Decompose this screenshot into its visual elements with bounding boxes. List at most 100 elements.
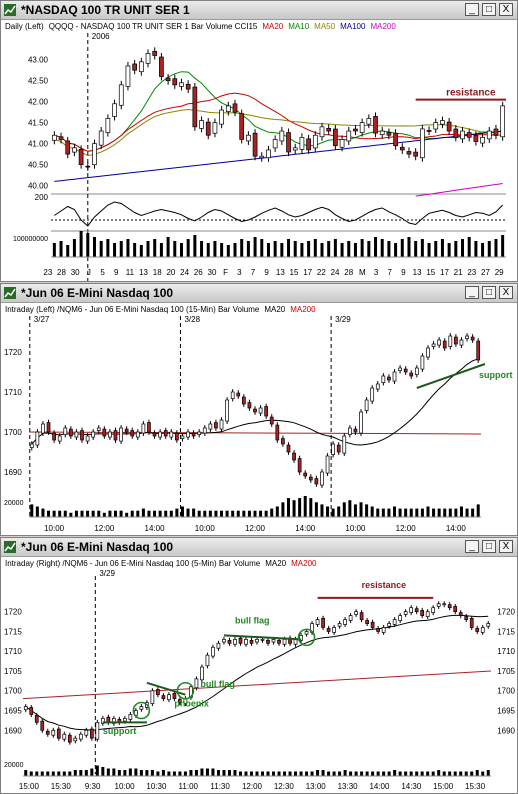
volume-bar	[387, 508, 391, 517]
cci-line	[54, 201, 504, 227]
candle-body	[159, 56, 164, 77]
volume-bar	[320, 504, 324, 517]
candle-body	[249, 639, 254, 644]
volume-bar	[272, 771, 276, 776]
volume-bar	[365, 771, 369, 776]
5min-chart[interactable]: Intraday (Right) /NQM6 - Jun 06 E-Mini N…	[1, 556, 517, 793]
minimize-button[interactable]: _	[465, 540, 479, 553]
candle-body	[326, 628, 331, 632]
volume-bar	[393, 770, 397, 776]
volume-bar	[244, 771, 248, 776]
close-button[interactable]: X	[499, 540, 513, 553]
volume-bar	[333, 239, 337, 257]
candle-body	[95, 722, 100, 740]
volume-bar	[112, 768, 116, 776]
x-tick-label: 14:00	[295, 524, 316, 533]
candle-body	[46, 422, 51, 433]
chart-header-item: MA200	[370, 22, 396, 31]
volume-bar	[69, 512, 73, 517]
close-button[interactable]: X	[499, 3, 513, 16]
x-tick-label: 12:00	[396, 524, 417, 533]
15min-window-title: *Jun 06 E-Mini Nasdaq 100	[21, 286, 174, 300]
volume-bar	[117, 770, 121, 776]
candle-body	[473, 134, 479, 142]
candle-body	[299, 635, 303, 641]
volume-bar	[200, 768, 204, 776]
volume-bar	[459, 506, 463, 517]
volume-bar	[454, 241, 458, 257]
x-tick-label: 24	[331, 268, 340, 277]
candle-body	[247, 402, 252, 409]
bull-flag-2-line	[223, 634, 302, 641]
15min-chart[interactable]: Intraday (Left) /NQM6 - Jun 06 E-Mini Na…	[1, 302, 517, 535]
volume-bar	[461, 239, 465, 257]
volume-bar	[158, 510, 162, 517]
volume-bar	[427, 243, 431, 257]
x-tick-label: 28	[344, 268, 353, 277]
session-label: 3/27	[34, 315, 50, 324]
15min-title-bar[interactable]: *Jun 06 E-Mini Nasdaq 100 _ □ X	[1, 284, 517, 303]
maximize-button[interactable]: □	[482, 286, 496, 299]
candle-body	[227, 639, 232, 644]
candle-body	[34, 715, 39, 723]
chart-header-item: MA20	[264, 305, 285, 314]
candle-body	[233, 638, 237, 645]
y-tick-label: 43.00	[28, 56, 49, 65]
candle-body	[321, 617, 325, 628]
candle-body	[442, 340, 447, 349]
5min-chart-window: *Jun 06 E-Mini Nasdaq 100 _ □ X Intraday…	[0, 537, 518, 794]
volume-bar	[487, 241, 491, 257]
annotation-label: support	[103, 726, 137, 736]
x-tick-label: 28	[57, 268, 66, 277]
volume-bar	[226, 245, 230, 257]
volume-bar	[380, 239, 384, 257]
x-tick-label: 15	[426, 268, 435, 277]
maximize-button[interactable]: □	[482, 3, 496, 16]
candle-body	[74, 431, 79, 438]
volume-bar	[286, 498, 290, 517]
y-tick-label: 1715	[4, 627, 22, 636]
volume-bar	[471, 508, 475, 517]
chart-header-item: MA20	[265, 559, 286, 568]
candle-body	[145, 53, 151, 64]
chart-header-item: MA100	[340, 22, 366, 31]
volume-bar	[376, 508, 380, 517]
y-tick-label: 40.00	[28, 182, 49, 191]
daily-window-title: *NASDAQ 100 TR UNIT SER 1	[21, 3, 190, 17]
x-tick-label: 13	[139, 268, 148, 277]
x-tick-label: 3	[237, 268, 242, 277]
ma50-line	[54, 108, 503, 157]
candle-body	[470, 336, 475, 341]
candle-body	[112, 103, 117, 117]
minimize-button[interactable]: _	[465, 286, 479, 299]
candle-body	[102, 428, 107, 437]
daily-title-bar[interactable]: *NASDAQ 100 TR UNIT SER 1 _ □ X	[1, 1, 517, 20]
candle-body	[403, 611, 408, 615]
candle-body	[85, 435, 90, 442]
volume-bar	[426, 771, 430, 776]
candle-body	[130, 430, 135, 437]
minimize-button[interactable]: _	[465, 3, 479, 16]
volume-bar	[102, 512, 106, 517]
candle-body	[252, 132, 258, 157]
resistance-label: resistance	[446, 88, 496, 99]
candle-body	[464, 616, 469, 620]
candle-body	[460, 130, 465, 140]
volume-bar	[73, 770, 77, 776]
candle-body	[194, 678, 199, 689]
candle-body	[185, 83, 191, 90]
volume-bar	[264, 510, 268, 517]
close-button[interactable]: X	[499, 286, 513, 299]
volume-bar	[273, 241, 277, 257]
volume-bar	[113, 243, 117, 257]
volume-bar	[281, 502, 285, 517]
x-tick-label: 14:00	[446, 524, 467, 533]
candle-body	[425, 611, 430, 617]
candle-body	[180, 435, 185, 439]
5min-title-bar[interactable]: *Jun 06 E-Mini Nasdaq 100 _ □ X	[1, 538, 517, 557]
candle-body	[333, 128, 338, 147]
maximize-button[interactable]: □	[482, 540, 496, 553]
x-tick-label: 15:00	[433, 782, 454, 791]
candle-body	[343, 619, 347, 625]
daily-chart[interactable]: Daily (Left) QQQQ - NASDAQ 100 TR UNIT SE…	[1, 19, 517, 281]
